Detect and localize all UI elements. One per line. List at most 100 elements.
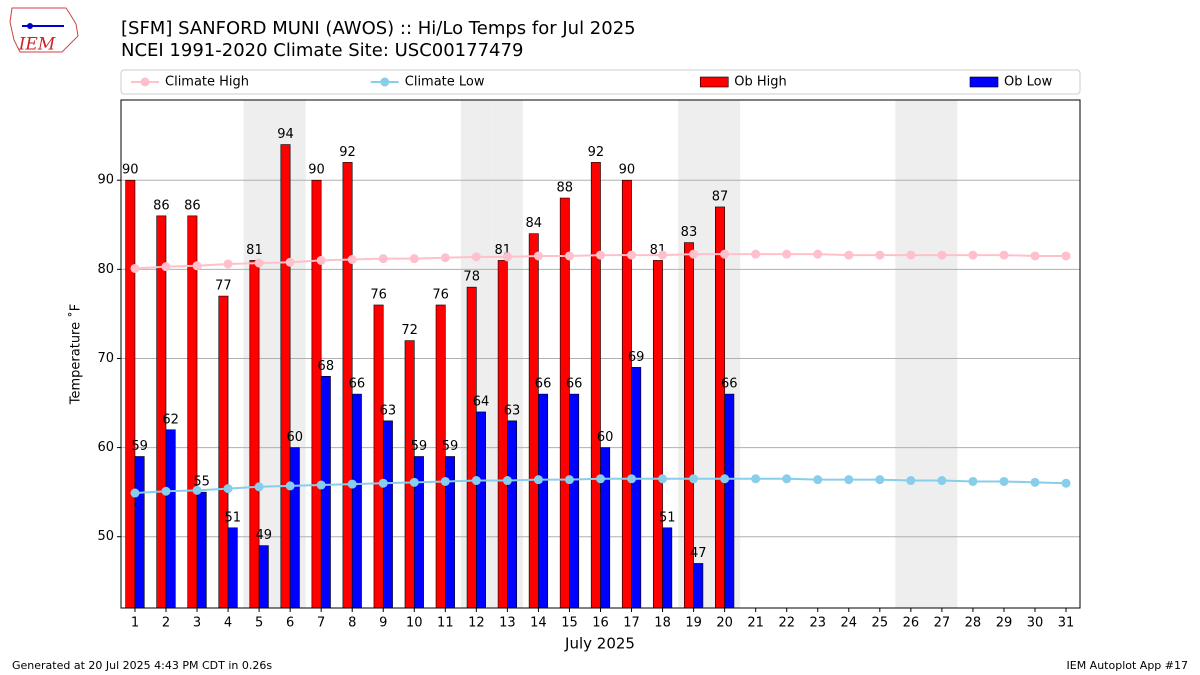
x-axis-label: July 2025 — [564, 635, 635, 653]
legend-swatch — [380, 77, 390, 87]
x-tick-label: 25 — [872, 616, 889, 631]
data-label: 90 — [122, 163, 139, 178]
weekend-shade — [895, 100, 927, 608]
bar — [258, 545, 269, 609]
data-label: 86 — [153, 198, 170, 213]
line-marker — [689, 474, 699, 484]
bar — [590, 162, 601, 609]
chart-subtitle: NCEI 1991-2020 Climate Site: USC00177479 — [121, 40, 523, 61]
line-marker — [316, 480, 326, 490]
line-marker — [533, 475, 543, 485]
line-marker — [999, 476, 1009, 486]
bar — [538, 393, 549, 609]
line-marker — [409, 477, 419, 487]
line-marker — [471, 252, 481, 262]
data-label: 47 — [690, 546, 707, 561]
bar — [528, 233, 539, 609]
bar — [289, 447, 300, 609]
x-tick-label: 18 — [654, 616, 671, 631]
x-tick-label: 15 — [561, 616, 578, 631]
legend-swatch — [699, 76, 729, 88]
line-marker — [751, 474, 761, 484]
line-marker — [223, 484, 233, 494]
line-marker — [471, 476, 481, 486]
line-marker — [502, 252, 512, 262]
line-marker — [720, 474, 730, 484]
line-marker — [378, 478, 388, 488]
chart-title: [SFM] SANFORD MUNI (AWOS) :: Hi/Lo Temps… — [121, 18, 636, 39]
y-tick-label: 90 — [97, 173, 114, 188]
bar — [311, 179, 322, 609]
x-tick-label: 29 — [996, 616, 1013, 631]
data-label: 51 — [659, 510, 676, 525]
bar — [662, 527, 673, 609]
logo: IEM — [9, 7, 79, 55]
x-tick-label: 19 — [685, 616, 702, 631]
x-tick-label: 30 — [1027, 616, 1044, 631]
data-label: 92 — [588, 145, 605, 160]
line-marker — [192, 485, 202, 495]
data-label: 72 — [401, 323, 418, 338]
legend-label: Climate Low — [405, 75, 485, 90]
line-marker — [223, 259, 233, 269]
line-marker — [844, 475, 854, 485]
x-tick-label: 20 — [716, 616, 733, 631]
data-label: 66 — [566, 377, 583, 392]
legend-swatch — [969, 76, 999, 88]
weekend-shade — [926, 100, 958, 608]
y-tick-label: 60 — [97, 440, 114, 455]
line-marker — [347, 255, 357, 265]
y-tick-label: 70 — [97, 351, 114, 366]
bar — [125, 179, 136, 609]
bar — [621, 179, 632, 609]
y-tick-label: 50 — [97, 529, 114, 544]
x-tick-label: 5 — [255, 616, 263, 631]
line-marker — [161, 262, 171, 272]
line-marker — [285, 481, 295, 491]
line-marker — [627, 250, 637, 260]
x-tick-label: 2 — [162, 616, 170, 631]
line-marker — [658, 474, 668, 484]
data-label: 66 — [349, 377, 366, 392]
line-marker — [285, 257, 295, 267]
footer-right: IEM Autoplot App #17 — [1067, 659, 1189, 672]
x-tick-label: 7 — [317, 616, 325, 631]
bar — [382, 420, 393, 609]
line-marker — [440, 476, 450, 486]
line-marker — [192, 261, 202, 271]
data-label: 88 — [557, 181, 574, 196]
x-tick-label: 13 — [499, 616, 516, 631]
line-marker — [409, 254, 419, 264]
legend-label: Climate High — [165, 75, 249, 90]
line-marker — [906, 476, 916, 486]
line-marker — [782, 474, 792, 484]
line-marker — [596, 250, 605, 260]
line-marker — [564, 251, 574, 261]
line-marker — [968, 476, 978, 486]
line-marker — [596, 474, 605, 484]
line-marker — [782, 249, 792, 259]
data-label: 49 — [255, 528, 272, 543]
x-tick-label: 24 — [841, 616, 858, 631]
x-tick-label: 27 — [934, 616, 951, 631]
line-marker — [347, 479, 357, 489]
legend-swatch — [140, 77, 150, 87]
y-tick-label: 80 — [97, 262, 114, 277]
line-marker — [751, 249, 761, 259]
x-tick-label: 9 — [379, 616, 387, 631]
bar — [134, 456, 145, 609]
bar — [600, 447, 611, 609]
bar — [693, 563, 704, 609]
bar — [652, 260, 663, 609]
data-label: 83 — [681, 225, 698, 240]
legend: Climate High Climate Low Ob High Ob Low — [120, 69, 1081, 95]
x-tick-label: 1 — [131, 616, 139, 631]
line-marker — [130, 488, 140, 498]
bar — [249, 260, 260, 609]
bar — [497, 260, 508, 609]
line-marker — [161, 486, 171, 496]
data-label: 78 — [463, 270, 480, 285]
x-tick-label: 4 — [224, 616, 232, 631]
data-label: 63 — [504, 403, 521, 418]
line-marker — [844, 250, 854, 260]
